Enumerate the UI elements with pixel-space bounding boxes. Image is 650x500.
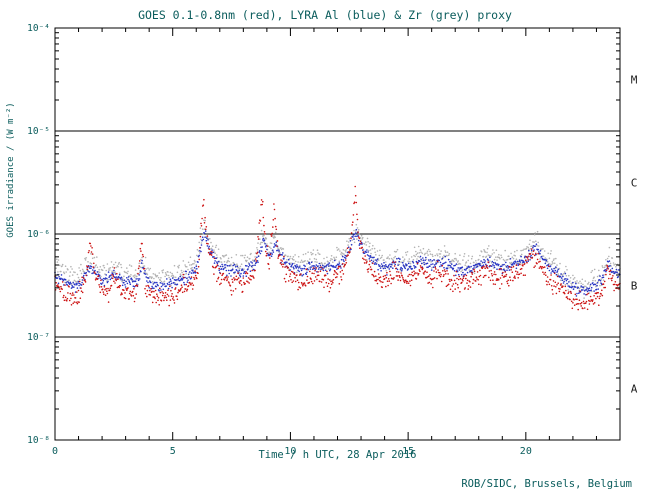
svg-text:C: C	[631, 177, 638, 190]
x-axis-label: Time / h UTC, 28 Apr 2016	[258, 449, 417, 461]
svg-text:M: M	[631, 74, 638, 87]
svg-text:10⁻⁴: 10⁻⁴	[27, 23, 50, 34]
svg-text:10⁻⁸: 10⁻⁸	[27, 435, 50, 446]
chart-title: GOES 0.1-0.8nm (red), LYRA Al (blue) & Z…	[138, 8, 512, 22]
svg-text:A: A	[631, 383, 638, 396]
svg-text:10⁻⁷: 10⁻⁷	[27, 332, 50, 343]
svg-text:10⁻⁶: 10⁻⁶	[27, 229, 50, 240]
svg-text:15: 15	[402, 446, 414, 457]
svg-text:0: 0	[52, 446, 58, 457]
svg-text:10⁻⁵: 10⁻⁵	[27, 126, 50, 137]
svg-text:20: 20	[520, 446, 532, 457]
credit-text: ROB/SIDC, Brussels, Belgium	[461, 478, 632, 490]
svg-text:B: B	[631, 280, 638, 293]
svg-text:10: 10	[284, 446, 296, 457]
svg-text:5: 5	[170, 446, 176, 457]
